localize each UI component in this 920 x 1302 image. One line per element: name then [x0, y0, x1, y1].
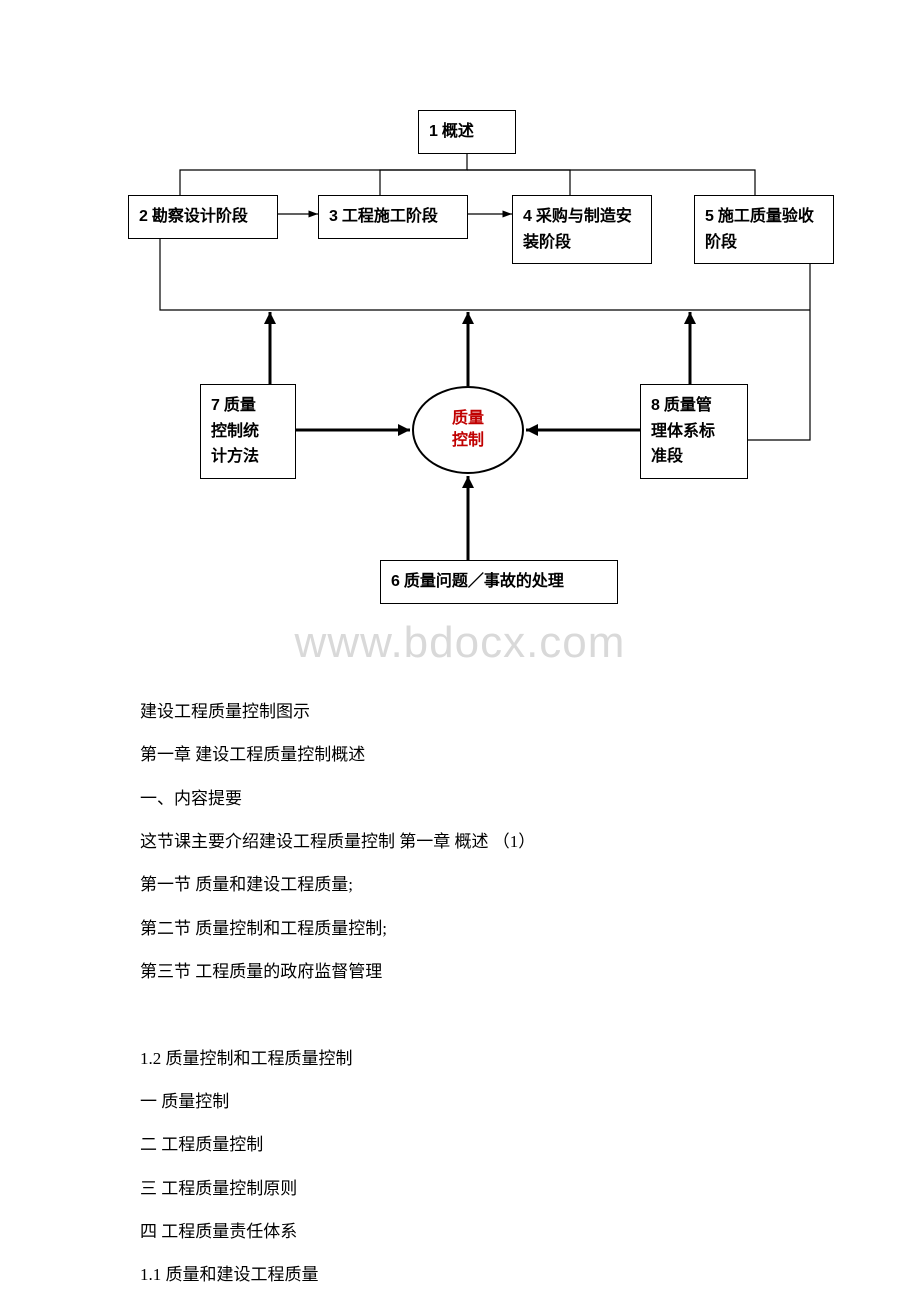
body-line: 一 质量控制: [140, 1080, 780, 1123]
node-overview: 1 概述: [418, 110, 516, 154]
body-line: [140, 993, 780, 1036]
body-line: 1.2 质量控制和工程质量控制: [140, 1037, 780, 1080]
node-label-line2: 阶段: [705, 234, 737, 251]
node-label-line1: 质量: [224, 397, 256, 414]
node-statistical-methods: 7 质量 控制统 计方法: [200, 384, 296, 479]
document-body-text: 建设工程质量控制图示第一章 建设工程质量控制概述一、内容提要这节课主要介绍建设工…: [140, 690, 780, 1297]
node-label-line3b: 段: [667, 448, 683, 465]
body-line: 第三节 工程质量的政府监督管理: [140, 950, 780, 993]
node-label: 勘察设计阶段: [152, 208, 248, 225]
body-line: 四 工程质量责任体系: [140, 1210, 780, 1253]
node-label-line2: 理体系标: [651, 423, 715, 440]
node-label-line3a: 准: [651, 448, 667, 465]
body-line: 1.1 质量和建设工程质量: [140, 1253, 780, 1296]
body-line: 一、内容提要: [140, 777, 780, 820]
body-line: 建设工程质量控制图示: [140, 690, 780, 733]
node-label: 质量问题／事故的处理: [404, 573, 564, 590]
node-procurement: 4 采购与制造安 装阶段: [512, 195, 652, 264]
center-label-line1: 质量: [452, 408, 484, 430]
body-line: 第一节 质量和建设工程质量;: [140, 863, 780, 906]
body-line: 第二节 质量控制和工程质量控制;: [140, 907, 780, 950]
node-num: 7: [211, 397, 220, 414]
node-label-line1: 采购与制造安: [536, 208, 632, 225]
node-label: 概述: [442, 123, 474, 140]
node-label-line2: 装阶段: [523, 234, 571, 251]
body-line: 二 工程质量控制: [140, 1123, 780, 1166]
node-label: 工程施工阶段: [342, 208, 438, 225]
node-management-standard: 8 质量管 理体系标 准段: [640, 384, 748, 479]
node-quality-issues: 6 质量问题／事故的处理: [380, 560, 618, 604]
node-num: 2: [139, 208, 148, 225]
node-quality-control-center: 质量 控制: [412, 386, 524, 474]
node-num: 6: [391, 573, 400, 590]
node-acceptance: 5 施工质量验收 阶段: [694, 195, 834, 264]
node-num: 4: [523, 208, 532, 225]
node-num: 5: [705, 208, 714, 225]
body-line: 第一章 建设工程质量控制概述: [140, 733, 780, 776]
body-line: 这节课主要介绍建设工程质量控制 第一章 概述 （1）: [140, 820, 780, 863]
node-num: 8: [651, 397, 660, 414]
node-label-line3: 计方法: [211, 448, 259, 465]
node-label-line2: 控制统: [211, 423, 259, 440]
diagram-area: 1 概述 2 勘察设计阶段 3 工程施工阶段 4 采购与制造安 装阶段 5 施工…: [0, 0, 920, 660]
node-label-line1: 质量管: [664, 397, 712, 414]
center-label-line2: 控制: [452, 430, 484, 452]
node-construction: 3 工程施工阶段: [318, 195, 468, 239]
node-survey-design: 2 勘察设计阶段: [128, 195, 278, 239]
body-line: 三 工程质量控制原则: [140, 1167, 780, 1210]
node-num: 1: [429, 123, 438, 140]
node-num: 3: [329, 208, 338, 225]
node-label-line1: 施工质量验收: [718, 208, 814, 225]
